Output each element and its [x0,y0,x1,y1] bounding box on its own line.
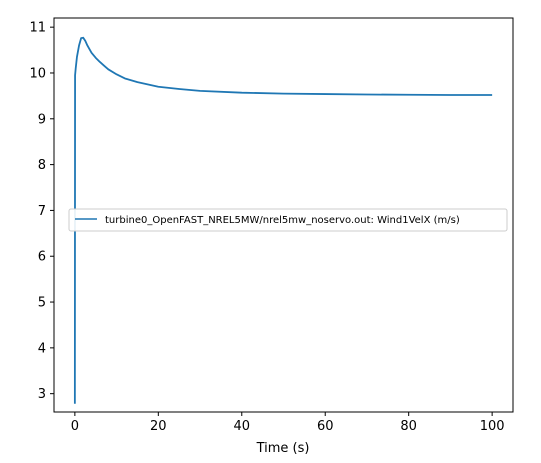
legend[interactable]: turbine0_OpenFAST_NREL5MW/nrel5mw_noserv… [68,208,508,232]
plot-frame [53,17,514,413]
y-axis-ticks: 3 4 5 6 7 8 9 10 11 [29,21,54,402]
y-tick-label: 6 [38,250,46,265]
x-axis-ticks: 0 20 40 60 80 100 [71,412,505,434]
legend-box [68,208,508,232]
x-tick-label: 40 [233,419,250,434]
y-tick-label: 3 [38,387,46,402]
y-tick-label: 5 [38,296,46,311]
x-axis-label: Time (s) [256,441,310,456]
y-tick-label: 4 [38,341,46,356]
y-tick-label: 8 [38,158,46,173]
x-tick-label: 60 [317,419,334,434]
series-layer [73,36,493,404]
y-tick-label: 11 [29,21,46,36]
series-line [73,36,493,404]
y-tick-label: 10 [29,66,46,81]
legend-entry-label: turbine0_OpenFAST_NREL5MW/nrel5mw_noserv… [105,215,460,226]
x-tick-label: 80 [400,419,417,434]
x-tick-label: 100 [480,419,505,434]
y-tick-label: 7 [38,204,46,219]
x-tick-label: 0 [71,419,79,434]
x-tick-label: 20 [150,419,167,434]
y-tick-label: 9 [38,112,46,127]
